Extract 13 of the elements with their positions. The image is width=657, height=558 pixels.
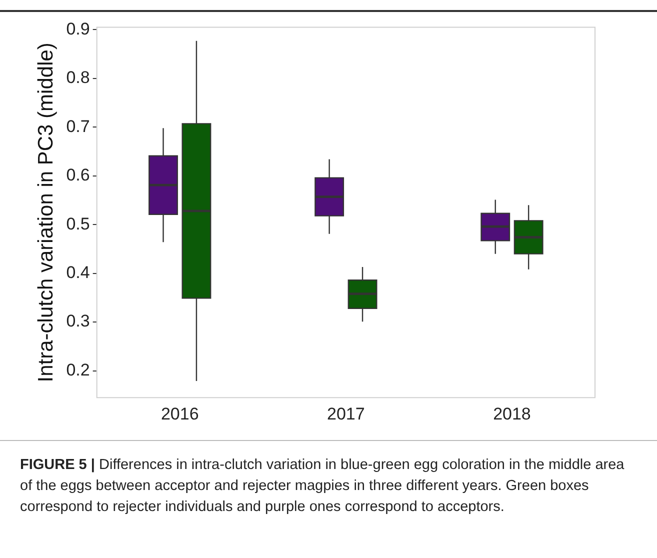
y-tick-label: 0.3	[66, 312, 90, 331]
x-tick-label: 2018	[493, 404, 531, 424]
y-tick-label: 0.7	[66, 116, 90, 136]
y-axis-title: Intra-clutch variation in PC3 (middle)	[34, 42, 58, 382]
y-tick-label: 0.6	[66, 166, 90, 185]
x-tick-label: 2016	[160, 404, 199, 424]
y-tick-label: 0.9	[66, 19, 90, 38]
x-tick-label: 2017	[327, 404, 365, 424]
y-tick-label: 0.8	[66, 68, 90, 88]
y-tick-label: 0.5	[66, 214, 90, 234]
y-tick-label: 0.2	[66, 360, 90, 380]
y-tick-label: 0.4	[66, 263, 90, 282]
caption: FIGURE 5 | Differences in intra-clutch variation in blue-green egg coloration in the middle area of the eggs between acceptor and rejecter magpies in three different years. Green boxes correspond to rejecter individuals and purple ones correspond to acceptors.	[20, 456, 626, 517]
